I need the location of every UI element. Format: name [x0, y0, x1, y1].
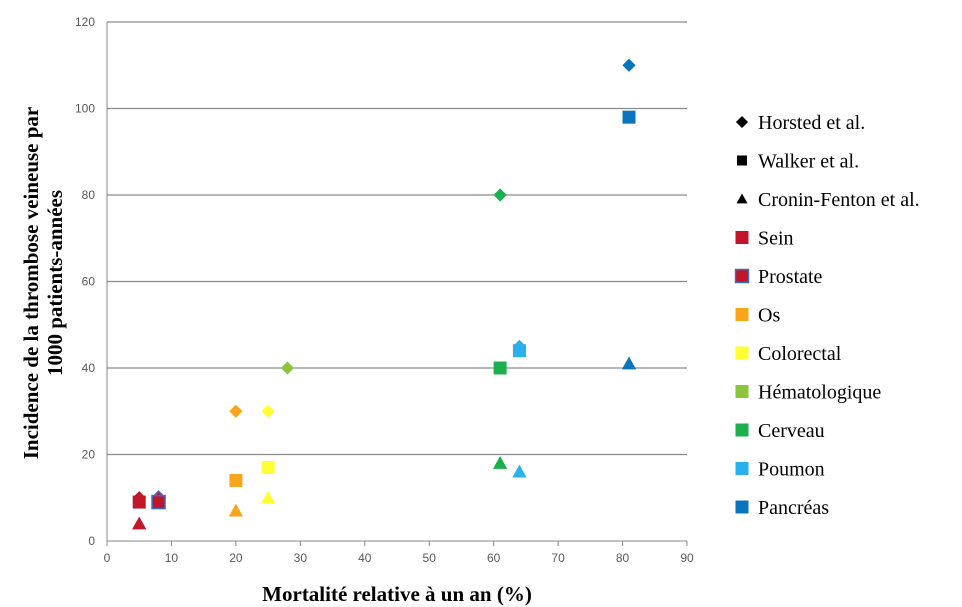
data-point [260, 490, 276, 504]
x-tick-label: 30 [294, 551, 308, 565]
legend-label: Pancréas [758, 497, 829, 519]
legend: Horsted et al. Walker et al. Cronin-Fenton… [734, 112, 920, 519]
legend-swatch [735, 500, 749, 514]
legend-swatch [735, 308, 749, 321]
legend-label: Cerveau [758, 420, 825, 442]
y-tick-label: 80 [82, 188, 96, 202]
legend-label: Sein [758, 228, 794, 250]
x-tick-label: 40 [358, 551, 372, 565]
data-point [228, 503, 244, 517]
legend-label: Colorectal [758, 343, 842, 365]
legend-swatch [735, 346, 749, 360]
data-point [493, 188, 507, 202]
legend-label: Hématologique [758, 382, 881, 404]
data-point [261, 404, 275, 418]
x-tick-label: 80 [616, 551, 630, 565]
x-tick-label: 10 [165, 551, 179, 565]
gridlines [107, 21, 687, 456]
y-axis-title-line1: Incidence de la thrombose veineuse par [19, 107, 43, 460]
legend-marker [737, 155, 747, 166]
x-tick-label: 60 [487, 551, 501, 565]
x-tick-labels: 0 10 20 30 40 50 60 70 80 90 [104, 541, 694, 565]
legend-label: Prostate [758, 266, 823, 288]
data-point [261, 460, 275, 474]
data-point [622, 58, 636, 72]
legend-label: Horsted et al. [758, 112, 865, 134]
data-point [492, 456, 508, 469]
data-point [512, 344, 526, 358]
y-tick-label: 0 [88, 534, 95, 548]
y-tick-label: 120 [75, 15, 95, 29]
y-tick-label: 60 [82, 275, 96, 289]
legend-swatch [735, 423, 749, 437]
data-point [622, 110, 636, 124]
data-points [132, 58, 637, 530]
legend-swatch [735, 231, 749, 244]
data-point [512, 464, 527, 478]
legend-label: Poumon [758, 459, 825, 481]
y-axis-title-line2: 1000 patients-années [43, 190, 67, 376]
legend-label: Cronin-Fenton et al. [758, 189, 920, 211]
data-point [132, 516, 147, 530]
data-point [621, 356, 637, 370]
legend-swatch [735, 385, 749, 398]
data-point [493, 361, 507, 375]
legend-marker [736, 193, 748, 204]
legend-label: Os [758, 305, 780, 327]
data-point [132, 495, 146, 509]
legend-marker [735, 115, 749, 129]
y-tick-label: 40 [82, 361, 96, 375]
data-point [229, 473, 243, 487]
y-tick-label: 20 [82, 448, 96, 462]
x-axis-title: Mortalité relative à un an (%) [262, 582, 532, 606]
data-point [229, 404, 243, 418]
legend-swatch [735, 462, 749, 475]
data-point [280, 361, 295, 375]
data-point [151, 494, 166, 510]
y-tick-label: 100 [75, 102, 95, 116]
y-tick-labels: 0 20 40 60 80 100 120 [75, 15, 95, 548]
legend-label: Walker et al. [758, 151, 859, 173]
x-tick-label: 90 [680, 551, 694, 565]
x-tick-label: 70 [551, 551, 565, 565]
legend-swatch [734, 268, 750, 284]
x-tick-label: 0 [104, 551, 111, 565]
x-tick-label: 20 [229, 551, 243, 565]
x-tick-label: 50 [423, 551, 437, 565]
axes [106, 22, 687, 542]
